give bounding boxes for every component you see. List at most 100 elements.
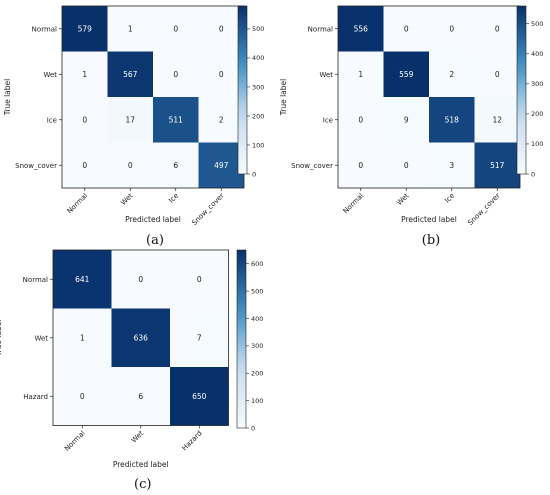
matrix-cell-3-2 (429, 142, 475, 188)
matrix-cell-0-2 (170, 250, 229, 309)
panel-caption: (a) (146, 233, 164, 248)
cell-value-3-1: 0 (128, 161, 133, 170)
matrix-cell-0-0 (53, 250, 112, 309)
cell-value-0-3: 0 (219, 24, 224, 33)
cell-value-1-0: 1 (80, 333, 85, 342)
cell-value-0-3: 0 (495, 24, 500, 33)
panel-caption: (c) (134, 477, 151, 492)
y-tick-label-3: Snow_cover (15, 162, 57, 170)
matrix-cell-1-0 (53, 308, 112, 367)
y-tick-label-2: Ice (47, 116, 57, 124)
cell-value-0-2: 0 (173, 24, 178, 33)
matrix-cell-3-1 (383, 142, 429, 188)
colorbar-tick-label-3: 300 (252, 83, 264, 91)
cell-value-1-3: 0 (219, 70, 224, 79)
cell-value-2-2: 518 (445, 115, 460, 124)
y-axis-label: True label (0, 320, 3, 357)
matrix-cell-2-1 (111, 367, 170, 426)
cell-value-2-2: 511 (169, 115, 184, 124)
colorbar-tick-label-0: 0 (251, 424, 255, 432)
matrix-cell-2-0 (62, 97, 108, 143)
cell-value-3-0: 0 (82, 161, 87, 170)
matrix-cell-2-2 (153, 97, 199, 143)
matrix-cell-2-2 (429, 97, 475, 143)
matrix-cell-1-1 (107, 51, 153, 97)
colorbar-tick-label-1: 100 (252, 141, 264, 149)
cell-value-1-2: 0 (173, 70, 178, 79)
y-tick-label-2: Hazard (23, 393, 48, 401)
cell-value-0-2: 0 (197, 275, 202, 284)
matrix-cell-1-1 (111, 308, 170, 367)
y-tick-label-2: Ice (323, 116, 333, 124)
colorbar (236, 249, 247, 429)
colorbar-tick-label-4: 400 (252, 54, 264, 62)
cell-value-1-3: 0 (495, 70, 500, 79)
x-tick-label-0: Normal (66, 192, 90, 216)
colorbar-tick-label-1: 100 (251, 397, 263, 405)
matrix-cell-3-0 (62, 142, 108, 188)
y-tick-label-0: Normal (308, 25, 333, 33)
y-tick-label-3: Snow_cover (291, 162, 333, 170)
y-axis-label: True label (3, 79, 12, 116)
matrix-cell-1-3 (198, 51, 244, 97)
x-tick-label-1: Wet (130, 429, 145, 444)
cell-value-3-0: 0 (358, 161, 363, 170)
cell-value-0-2: 0 (449, 24, 454, 33)
matrix-cell-1-2 (170, 308, 229, 367)
colorbar-tick-label-2: 200 (252, 112, 264, 120)
cell-value-1-0: 1 (82, 70, 87, 79)
matrix-cell-2-0 (338, 97, 384, 143)
matrix-cell-0-1 (107, 6, 153, 52)
matrix-cell-2-3 (198, 97, 244, 143)
panel-caption: (b) (422, 233, 440, 248)
colorbar-tick-label-4: 400 (531, 50, 543, 58)
colorbar-tick-label-3: 300 (251, 342, 263, 350)
y-axis-label: True label (279, 79, 288, 116)
x-tick-label-1: Wet (395, 192, 410, 207)
colorbar-tick-label-2: 200 (531, 110, 543, 118)
x-tick-label-2: Ice (167, 192, 180, 205)
matrix-cell-2-1 (383, 97, 429, 143)
cell-value-1-2: 7 (197, 333, 202, 342)
matrix-cell-2-3 (474, 97, 520, 143)
x-tick-label-3: Snow_cover (466, 192, 501, 227)
matrix-cell-3-0 (338, 142, 384, 188)
colorbar-tick-label-3: 300 (531, 80, 543, 88)
matrix-cell-0-2 (429, 6, 475, 52)
x-axis-label: Predicted label (113, 460, 169, 469)
y-tick-label-0: Normal (32, 25, 57, 33)
matrix-cell-1-1 (383, 51, 429, 97)
matrix-cell-0-3 (474, 6, 520, 52)
y-tick-label-1: Wet (43, 71, 57, 79)
x-tick-label-3: Snow_cover (190, 192, 225, 227)
x-tick-label-0: Normal (342, 192, 366, 216)
cell-value-3-1: 0 (404, 161, 409, 170)
matrix-cell-0-0 (62, 6, 108, 52)
colorbar-tick-label-4: 400 (251, 315, 263, 323)
cell-value-2-1: 17 (125, 115, 135, 124)
cell-value-2-0: 0 (80, 392, 85, 401)
matrix-cell-1-0 (62, 51, 108, 97)
cell-value-3-2: 6 (173, 161, 178, 170)
cell-value-0-0: 556 (354, 24, 369, 33)
matrix-cell-2-0 (53, 367, 112, 426)
cell-value-2-0: 0 (358, 115, 363, 124)
cell-value-1-0: 1 (358, 70, 363, 79)
y-tick-label-0: Normal (23, 276, 48, 284)
cell-value-3-2: 3 (449, 161, 454, 170)
colorbar-tick-label-0: 0 (252, 170, 256, 178)
matrix-cell-1-2 (153, 51, 199, 97)
cell-value-1-1: 559 (399, 70, 414, 79)
matrix-cell-3-2 (153, 142, 199, 188)
matrix-cell-1-3 (474, 51, 520, 97)
matrix-cell-3-3 (474, 142, 520, 188)
colorbar (516, 5, 527, 175)
x-axis-label: Predicted label (125, 215, 181, 224)
colorbar-tick-label-2: 200 (251, 370, 263, 378)
colorbar-tick-label-5: 500 (252, 25, 264, 33)
cell-value-2-0: 0 (82, 115, 87, 124)
cell-value-3-3: 517 (490, 161, 505, 170)
x-tick-label-0: Normal (63, 429, 87, 453)
cell-value-1-2: 2 (449, 70, 454, 79)
matrix-cell-0-3 (198, 6, 244, 52)
